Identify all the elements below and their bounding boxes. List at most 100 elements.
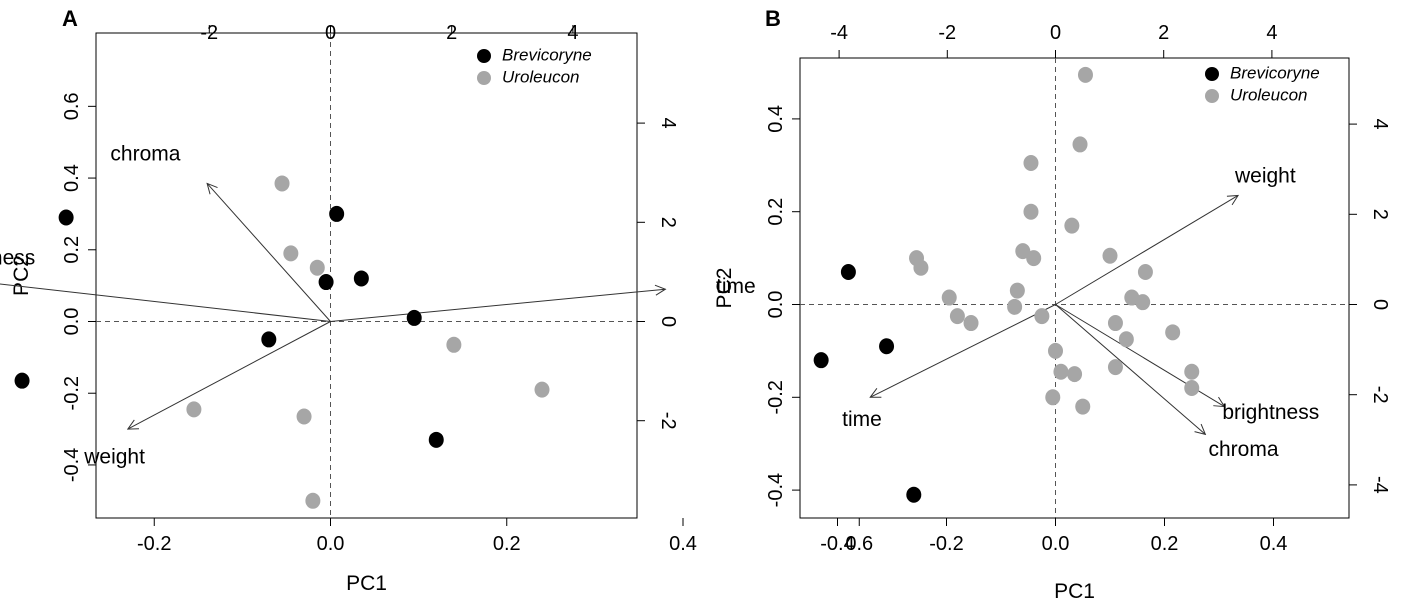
panel-a-point-brevicoryne	[58, 209, 74, 226]
panel-b-point-uroleucon	[1007, 298, 1023, 315]
panel-b-point-uroleucon	[1023, 203, 1039, 220]
panel-b-top-tick-label: 0	[1050, 22, 1061, 44]
panel-a-vector-weight	[128, 321, 331, 430]
panel-a-point-uroleucon	[296, 408, 312, 425]
panel-a-vector-time	[330, 289, 666, 322]
panel-b-point-brevicoryne	[840, 264, 856, 281]
panel-a-y-tick-label: 0.6	[61, 92, 83, 120]
panel-b-y-tick-label: 0.0	[765, 291, 787, 319]
panel-a-point-uroleucon	[186, 401, 202, 418]
panel-b-point-uroleucon	[1045, 389, 1061, 406]
panel-b-point-uroleucon	[1135, 294, 1151, 311]
panel-b-vector-label-brightness: brightness	[1222, 401, 1319, 424]
panel-a-vector-label-weight: weight	[83, 445, 145, 468]
panel-a-vector-label-time: time	[716, 275, 756, 298]
panel-a-top-tick-label: 2	[446, 22, 457, 44]
panel-b-point-uroleucon	[1184, 363, 1200, 380]
panel-a-y-tick-label: -0.4	[61, 448, 83, 482]
panel-b-point-uroleucon	[1102, 247, 1118, 264]
panel-a-right-tick-label: 0	[657, 316, 679, 327]
panel-a-top-tick-label: 4	[567, 22, 578, 44]
panel-b-top-tick-label: -2	[938, 22, 956, 44]
panel-b-right-tick-label: -2	[1369, 386, 1391, 404]
panel-b-point-uroleucon	[1067, 366, 1083, 383]
panel-b-x-tick-label: -0.4	[820, 533, 854, 555]
panel-b-legend-marker-brevicoryne	[1205, 67, 1219, 81]
panel-b-point-uroleucon	[963, 315, 979, 332]
panel-b-point-uroleucon	[1184, 380, 1200, 397]
panel-b-top-tick-label: 4	[1266, 22, 1277, 44]
panel-b-point-uroleucon	[1165, 324, 1181, 341]
panel-a-right-tick-label: 2	[657, 217, 679, 228]
panel-b-top-tick-label: 2	[1158, 22, 1169, 44]
panel-a-legend-marker-brevicoryne	[477, 49, 491, 63]
panel-b-legend-marker-uroleucon	[1205, 89, 1219, 103]
panel-a-vector-brightness	[0, 283, 331, 322]
panel-a-x-tick-label: -0.2	[137, 533, 171, 555]
panel-a-point-uroleucon	[283, 245, 299, 262]
panel-a-right-tick-label: 4	[657, 118, 679, 129]
panel-a-point-brevicoryne	[428, 431, 444, 448]
panel-a-vector-chroma	[207, 183, 331, 322]
panel-a-y-tick-label: 0.0	[61, 308, 83, 336]
panel-a-point-brevicoryne	[406, 309, 422, 326]
panel-a-point-brevicoryne	[353, 270, 369, 287]
panel-b-y-tick-label: 0.2	[765, 198, 787, 226]
panel-a-y-tick-label: 0.2	[61, 236, 83, 264]
panel-b-right-tick-label: 4	[1369, 119, 1391, 130]
panel-b-point-uroleucon	[1075, 398, 1091, 415]
panel-b-point-uroleucon	[1118, 331, 1134, 348]
panel-a-right-tick-label: -2	[657, 412, 679, 430]
panel-b-x-tick-label: 0.0	[1042, 533, 1070, 555]
panel-a-legend-label-uroleucon: Uroleucon	[502, 67, 580, 86]
panel-a-x-axis-title: PC1	[346, 572, 387, 595]
panel-b-vector-chroma	[1055, 304, 1206, 435]
panel-a-x-tick-label: 0.0	[317, 533, 345, 555]
panel-b: B -0.4 -0.2 0.0 0.2 0.4 -0.4 -0.2 0.0 0.2 0.4 -4 -2 0…	[713, 6, 1391, 603]
panel-a-legend-marker-uroleucon	[477, 71, 491, 85]
panel-a-point-uroleucon	[305, 492, 321, 509]
panel-a-vector-label-brightness: brightness	[0, 246, 35, 269]
panel-a-y-tick-label: 0.4	[61, 164, 83, 192]
panel-b-point-uroleucon	[1137, 264, 1153, 281]
panel-b-vector-label-weight: weight	[1234, 164, 1296, 187]
panel-a-letter: A	[62, 6, 78, 31]
panel-a-y-tick-label: -0.2	[61, 376, 83, 410]
panel-b-letter: B	[765, 6, 781, 31]
panel-a-plot-frame	[95, 32, 638, 519]
panel-b-point-uroleucon	[949, 308, 965, 325]
panel-b-point-uroleucon	[941, 289, 957, 306]
panel-b-y-tick-label: -0.4	[765, 473, 787, 507]
panel-b-vector-time	[870, 304, 1056, 398]
panel-b-vector-label-time: time	[842, 408, 882, 431]
panel-b-vector-weight	[1055, 195, 1239, 305]
panel-a: A-0.4-0.20.00.20.40.6-0.4-0.20.00.20.40.…	[0, 6, 929, 595]
panel-b-point-uroleucon	[1107, 315, 1123, 332]
panel-b-right-tick-label: -4	[1369, 476, 1391, 494]
panel-b-point-uroleucon	[1064, 217, 1080, 234]
panel-a-point-brevicoryne	[14, 372, 30, 389]
panel-a-point-brevicoryne	[318, 274, 334, 291]
panel-a-top-tick-label: -2	[200, 22, 218, 44]
panel-b-point-brevicoryne	[879, 338, 895, 355]
panel-a-point-uroleucon	[446, 336, 462, 353]
panel-a-point-uroleucon	[534, 381, 550, 398]
panel-b-point-uroleucon	[1077, 66, 1093, 83]
panel-b-vector-label-chroma: chroma	[1209, 438, 1279, 461]
panel-b-y-tick-label: -0.2	[765, 380, 787, 414]
panel-b-point-uroleucon	[1107, 359, 1123, 376]
panel-a-x-tick-label: 0.6	[845, 533, 873, 555]
panel-b-point-uroleucon	[909, 250, 925, 267]
panel-b-point-uroleucon	[1048, 342, 1063, 359]
panel-a-top-tick-label: 0	[325, 22, 336, 44]
panel-a-legend-label-brevicoryne: Brevicoryne	[502, 45, 592, 64]
panel-b-x-tick-label: -0.2	[929, 533, 963, 555]
panel-b-top-tick-label: -4	[830, 22, 848, 44]
panel-b-point-uroleucon	[1072, 136, 1088, 153]
panel-b-point-brevicoryne	[906, 486, 922, 503]
panel-b-point-uroleucon	[1023, 154, 1039, 171]
panel-b-legend-label-brevicoryne: Brevicoryne	[1230, 63, 1320, 82]
panel-a-point-brevicoryne	[261, 331, 277, 348]
panel-a-vector-label-chroma: chroma	[110, 142, 180, 165]
